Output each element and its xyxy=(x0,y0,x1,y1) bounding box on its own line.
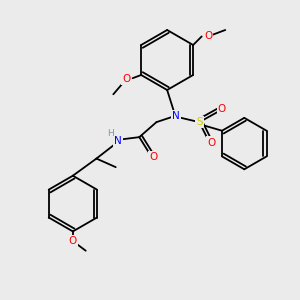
Text: S: S xyxy=(196,117,202,127)
Text: O: O xyxy=(207,137,215,148)
Text: N: N xyxy=(172,111,180,121)
Text: O: O xyxy=(204,32,212,41)
Text: O: O xyxy=(149,152,157,163)
Text: H: H xyxy=(107,129,114,138)
Text: O: O xyxy=(218,104,226,114)
Text: O: O xyxy=(69,236,77,246)
Text: N: N xyxy=(114,136,122,146)
Text: O: O xyxy=(122,74,130,84)
